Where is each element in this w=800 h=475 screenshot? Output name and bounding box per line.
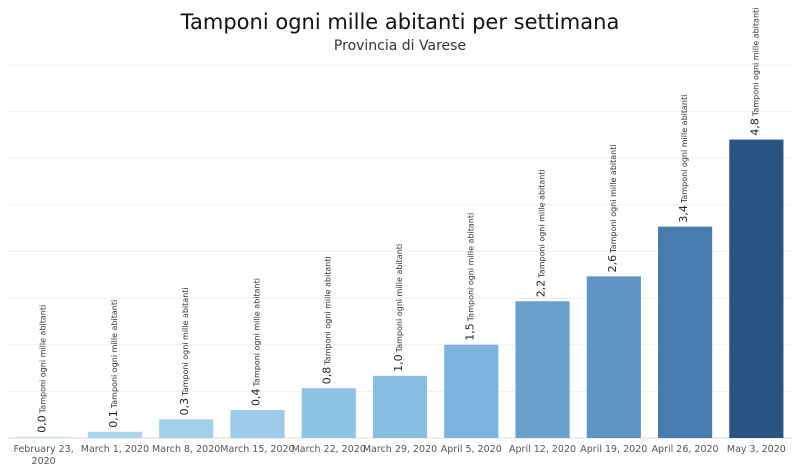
chart-title: Tamponi ogni mille abitanti per settiman… <box>180 10 620 34</box>
x-tick-label: March 29, 2020 <box>363 444 437 455</box>
x-tick-label: 2020 <box>32 456 56 467</box>
x-tick-label: May 3, 2020 <box>727 444 786 455</box>
x-tick-label: April 12, 2020 <box>509 444 576 455</box>
bar-value-label: 3,4Tamponi ogni mille abitanti <box>677 95 690 223</box>
bar-value-label: 4,8Tamponi ogni mille abitanti <box>748 8 761 136</box>
bar <box>372 375 428 438</box>
x-tick-label: March 8, 2020 <box>152 444 220 455</box>
x-tick-label: March 1, 2020 <box>81 444 149 455</box>
bar <box>87 431 142 438</box>
bar <box>301 388 356 438</box>
bar <box>658 226 713 438</box>
chart-subtitle: Provincia di Varese <box>333 38 467 54</box>
bar-value-label: 1,5Tamponi ogni mille abitanti <box>463 213 476 341</box>
bar-value-label: 1,0Tamponi ogni mille abitanti <box>392 244 405 372</box>
bar-value-label: 0,0Tamponi ogni mille abitanti <box>36 305 49 433</box>
bar <box>515 301 570 438</box>
bars <box>16 139 784 438</box>
bar-labels: 0,0Tamponi ogni mille abitanti 0,1Tamponi… <box>36 8 762 433</box>
x-axis: February 23,2020 March 1, 2020 March 8, 20… <box>14 444 786 467</box>
bar-value-label: 0,3Tamponi ogni mille abitanti <box>178 287 191 415</box>
bar <box>16 436 71 438</box>
x-tick-label: April 19, 2020 <box>580 444 647 455</box>
bar <box>230 410 285 438</box>
bar <box>444 344 499 438</box>
x-tick-label: March 22, 2020 <box>292 444 366 455</box>
bar-value-label: 0,4Tamponi ogni mille abitanti <box>249 278 262 406</box>
bar-value-label: 2,2Tamponi ogni mille abitanti <box>535 169 548 297</box>
x-tick-label: April 5, 2020 <box>441 444 502 455</box>
bar <box>729 139 784 438</box>
x-tick-label: February 23, <box>14 444 74 455</box>
bar-value-label: 0,1Tamponi ogni mille abitanti <box>107 300 120 428</box>
x-tick-label: April 26, 2020 <box>652 444 719 455</box>
x-tick-label: March 15, 2020 <box>220 444 294 455</box>
bar-value-label: 0,8Tamponi ogni mille abitanti <box>321 256 334 384</box>
bar-value-label: 2,6Tamponi ogni mille abitanti <box>606 144 619 272</box>
bar <box>159 419 214 438</box>
bar <box>586 276 641 438</box>
